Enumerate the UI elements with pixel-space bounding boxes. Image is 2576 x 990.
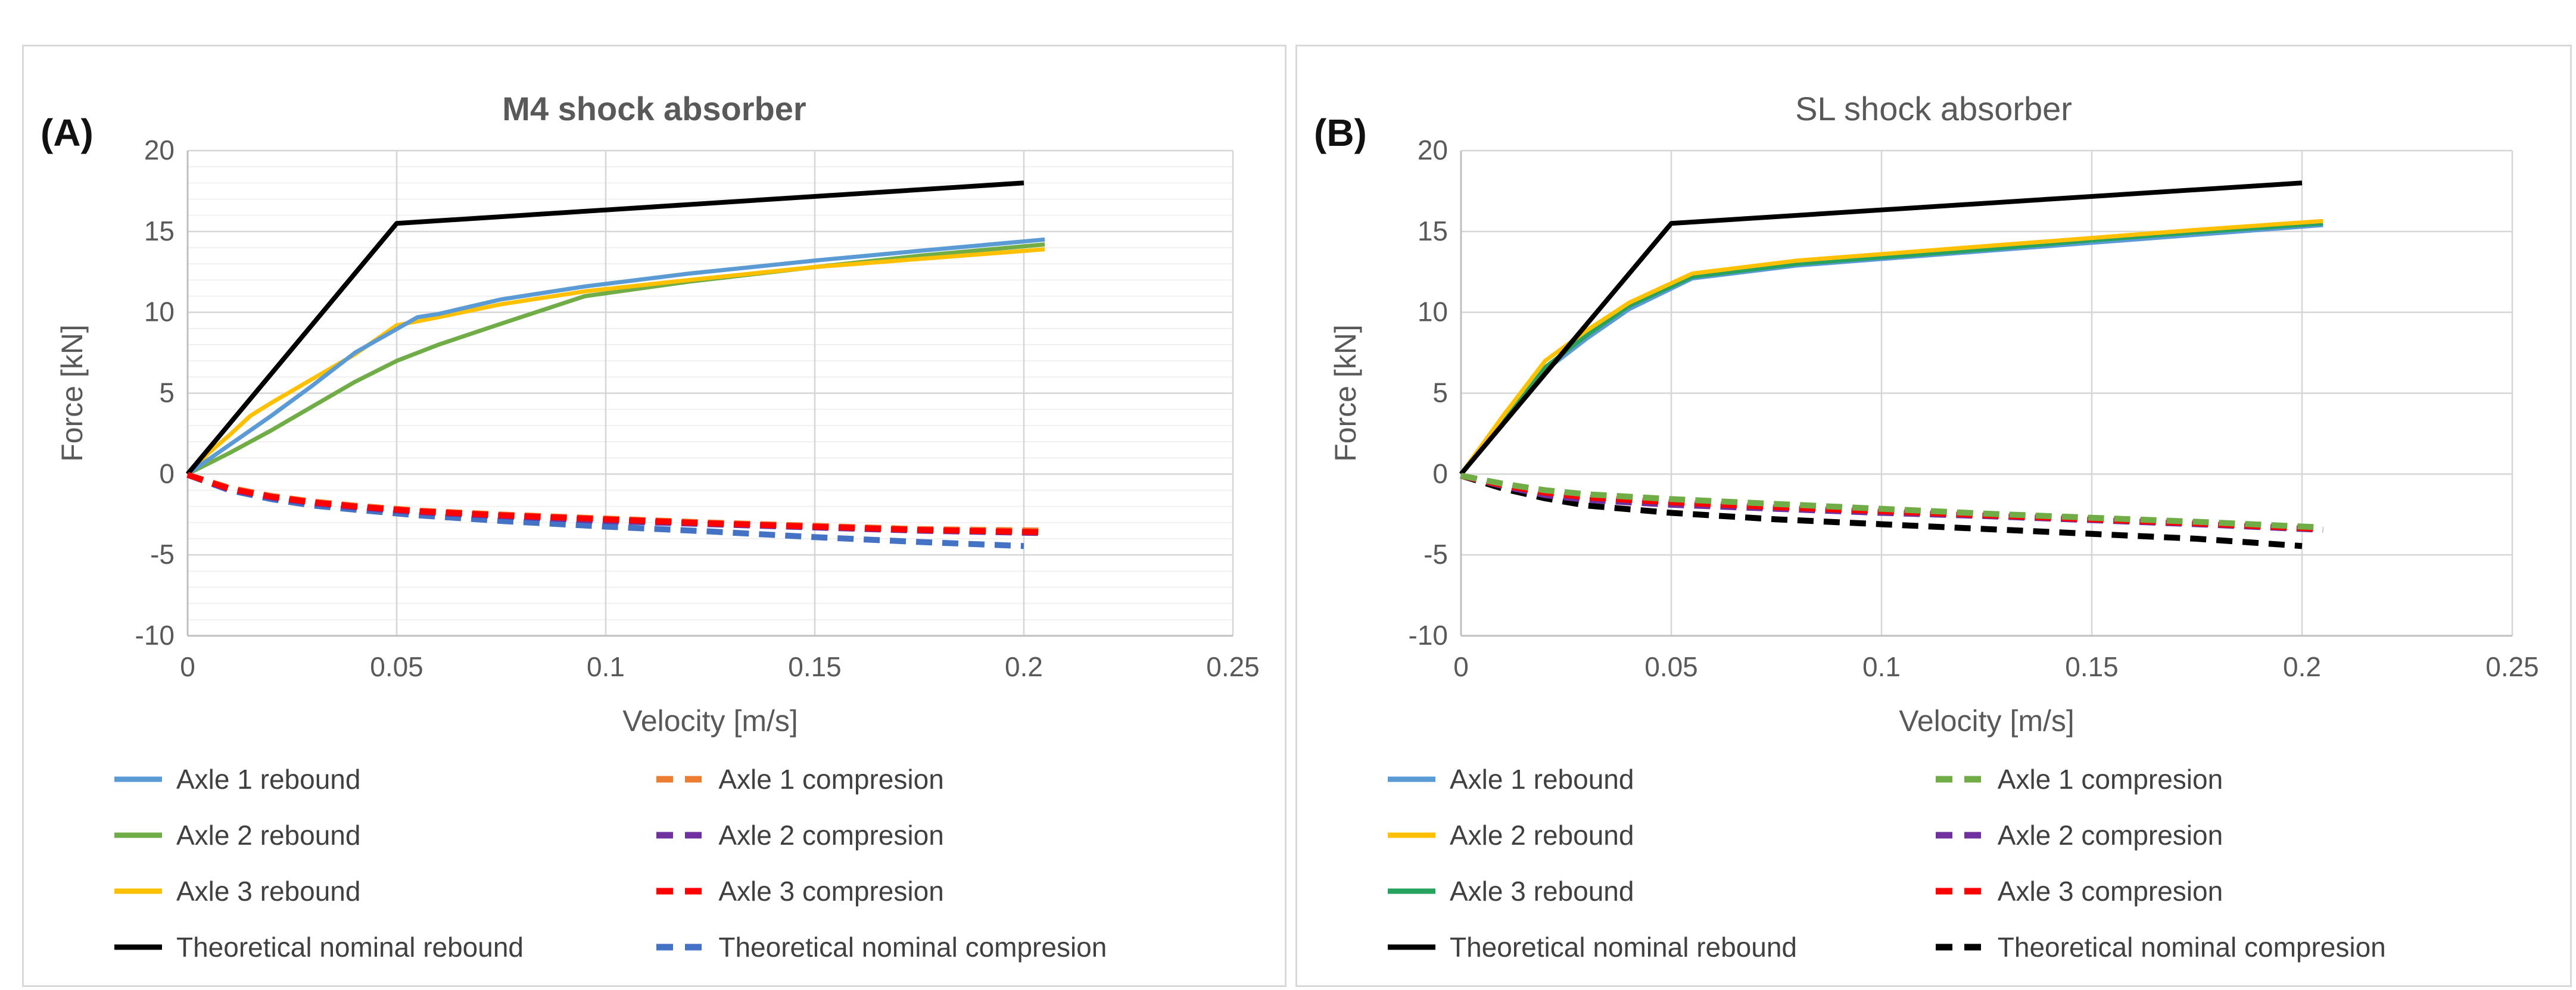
legend-item-axle3-compresion: Axle 3 compresion <box>655 876 1267 907</box>
legend-swatch-dashed <box>656 888 705 895</box>
series-line-axle1-rebound <box>1459 223 2323 476</box>
legend-label: Theoretical nominal compresion <box>718 932 1107 963</box>
legend-item-axle2-compresion: Axle 2 compresion <box>655 820 1267 851</box>
y-tick-label: -5 <box>1424 539 1448 570</box>
chart-title-m4: M4 shock absorber <box>502 90 806 127</box>
x-tick-label: 0.15 <box>788 651 842 682</box>
sl-legend: Axle 1 rebound Axle 1 compresion Axle 2 re… <box>1387 764 2552 963</box>
legend-swatch-dashed <box>656 776 705 783</box>
series-line-axle2-rebound <box>1459 218 2323 476</box>
legend-label: Axle 2 rebound <box>1450 820 1634 851</box>
y-tick-label: 20 <box>144 135 175 165</box>
legend-label: Axle 2 compresion <box>1997 820 2223 851</box>
legend-item-axle3-rebound: Axle 3 rebound <box>113 876 655 907</box>
series-line-axle1-compresion <box>1460 473 2323 530</box>
panel-sl-shock-absorber: (B) SL shock absorber 20 15 10 5 0 -5 -10 0 0.05… <box>1295 45 2572 987</box>
x-tick-label: 0.25 <box>2485 651 2539 682</box>
x-tick-label: 0.2 <box>2283 651 2321 682</box>
legend-label: Axle 1 compresion <box>1997 764 2223 795</box>
legend-label: Theoretical nominal compresion <box>1997 932 2386 963</box>
y-tick-label: 15 <box>144 216 175 246</box>
y-tick-label: 5 <box>159 377 175 408</box>
legend-item-axle2-compresion: Axle 2 compresion <box>1935 820 2552 851</box>
x-tick-label: 0.05 <box>1644 651 1698 682</box>
legend-label: Axle 2 rebound <box>176 820 361 851</box>
x-tick-label: 0.25 <box>1206 651 1260 682</box>
series-line-axle3-rebound <box>186 247 1045 476</box>
legend-label: Axle 3 rebound <box>176 876 361 907</box>
series-line-axle3-rebound <box>1459 221 2323 476</box>
legend-label: Axle 3 compresion <box>718 876 944 907</box>
series-line-axle2-rebound <box>186 242 1045 476</box>
legend-swatch-solid <box>1388 832 1435 838</box>
series-line-theoretical-compresion <box>1460 473 2303 549</box>
x-tick-label: 0.15 <box>2065 651 2119 682</box>
legend-item-axle2-rebound: Axle 2 rebound <box>1387 820 1935 851</box>
y-tick-label: 20 <box>1418 135 1448 165</box>
x-axis-title: Velocity [m/s] <box>1899 704 2074 738</box>
legend-item-axle3-compresion: Axle 3 compresion <box>1935 876 2552 907</box>
x-tick-label: 0.1 <box>1862 651 1901 682</box>
m4-legend: Axle 1 rebound Axle 1 compresion Axle 2 re… <box>113 764 1267 963</box>
x-tick-label: 0.05 <box>370 651 423 682</box>
legend-label: Axle 1 rebound <box>1450 764 1634 795</box>
y-tick-label: 10 <box>1418 296 1448 327</box>
legend-swatch-solid <box>114 832 162 838</box>
y-axis-title: Force [kN] <box>55 324 89 462</box>
series-line-theoretical-rebound <box>1459 180 2303 476</box>
y-tick-label: 5 <box>1432 377 1448 408</box>
legend-item-theoretical-rebound: Theoretical nominal rebound <box>113 932 655 963</box>
legend-swatch-solid <box>1388 888 1435 894</box>
x-tick-label: 0 <box>180 651 195 682</box>
y-tick-label: 10 <box>144 296 175 327</box>
x-tick-label: 0.1 <box>587 651 625 682</box>
legend-swatch-dashed <box>1935 832 1983 839</box>
legend-swatch-solid <box>114 776 162 782</box>
y-axis-title: Force [kN] <box>1329 324 1362 462</box>
legend-swatch-dashed <box>1935 776 1983 783</box>
legend-swatch-solid <box>114 944 162 950</box>
legend-swatch-dashed <box>1935 888 1983 895</box>
legend-swatch-solid <box>1388 944 1435 950</box>
legend-label: Axle 2 compresion <box>718 820 944 851</box>
y-tick-label: -5 <box>150 539 175 570</box>
panel-m4-shock-absorber: (A) M4 shock absorber 20 15 10 5 0 -5 -10 0 0.05… <box>22 45 1287 987</box>
x-tick-label: 0.2 <box>1005 651 1043 682</box>
panel-label-a: (A) <box>41 111 94 154</box>
legend-label: Theoretical nominal rebound <box>176 932 524 963</box>
legend-label: Theoretical nominal rebound <box>1450 932 1798 963</box>
legend-item-theoretical-compresion: Theoretical nominal compresion <box>655 932 1267 963</box>
series-line-axle3-compresion <box>186 471 1045 536</box>
legend-swatch-dashed <box>1935 944 1983 951</box>
legend-swatch-dashed <box>656 944 705 951</box>
legend-item-theoretical-compresion: Theoretical nominal compresion <box>1935 932 2552 963</box>
legend-item-axle1-compresion: Axle 1 compresion <box>1935 764 2552 795</box>
x-tick-label: 0 <box>1453 651 1469 682</box>
legend-label: Axle 1 rebound <box>176 764 361 795</box>
y-tick-label: -10 <box>135 620 175 651</box>
legend-item-axle3-rebound: Axle 3 rebound <box>1387 876 1935 907</box>
legend-label: Axle 3 rebound <box>1450 876 1634 907</box>
legend-label: Axle 3 compresion <box>1997 876 2223 907</box>
legend-item-axle1-rebound: Axle 1 rebound <box>1387 764 1935 795</box>
legend-swatch-solid <box>1388 776 1435 782</box>
series-line-axle1-rebound <box>186 237 1045 476</box>
legend-label: Axle 1 compresion <box>718 764 944 795</box>
chart-title-sl: SL shock absorber <box>1795 90 2072 127</box>
legend-item-theoretical-rebound: Theoretical nominal rebound <box>1387 932 1935 963</box>
panel-label-b: (B) <box>1314 111 1367 154</box>
y-tick-label: 15 <box>1418 216 1448 246</box>
legend-swatch-solid <box>114 888 162 894</box>
y-tick-label: -10 <box>1409 620 1448 651</box>
legend-item-axle1-rebound: Axle 1 rebound <box>113 764 655 795</box>
legend-item-axle2-rebound: Axle 2 rebound <box>113 820 655 851</box>
x-axis-title: Velocity [m/s] <box>622 704 798 738</box>
legend-swatch-dashed <box>656 832 705 839</box>
series-line-theoretical-rebound <box>185 180 1024 476</box>
legend-item-axle1-compresion: Axle 1 compresion <box>655 764 1267 795</box>
y-tick-label: 0 <box>159 458 175 489</box>
y-tick-label: 0 <box>1432 458 1448 489</box>
